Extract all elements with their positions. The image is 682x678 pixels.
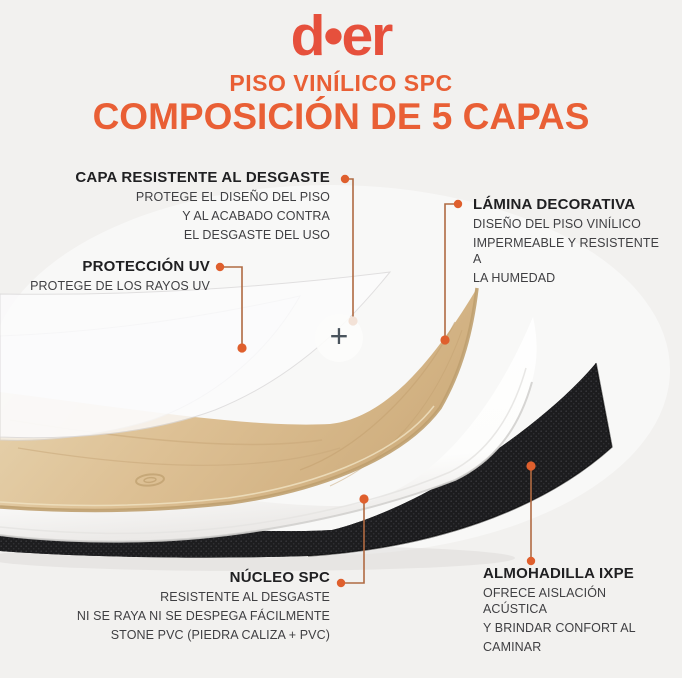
connector-endpoint-dot [359,494,369,504]
connector-capa-resistente [340,174,358,326]
label-proteccion-uv-heading: PROTECCIÓN UV [82,258,210,275]
connector-endpoint-dot [526,461,536,471]
connector-endpoint-dot [348,316,358,326]
ixpe-pad-layer [0,362,613,558]
label-capa-resistente-line: Y AL ACABADO CONTRA [182,209,330,223]
plus-symbol: + [330,318,349,354]
connector-dot [215,262,225,272]
label-almohadilla-ixpe-line: Y BRINDAR CONFORT AL [483,621,636,635]
label-capa-resistente: CAPA RESISTENTE AL DESGASTE PROTEGE EL D… [30,170,330,243]
connector-nucleo-spc [336,494,369,588]
label-nucleo-spc-line: NI SE RAYA NI SE DESPEGA FÁCILMENTE [76,609,330,623]
connector-endpoint-dot [237,343,247,353]
label-almohadilla-ixpe: ALMOHADILLA IXPE OFRECE AISLACIÓN ACÚSTI… [483,566,668,655]
label-nucleo-spc-heading: NÚCLEO SPC [229,569,330,586]
label-proteccion-uv: PROTECCIÓN UV PROTEGE DE LOS RAYOS UV [0,259,210,294]
label-proteccion-uv-line: PROTEGE DE LOS RAYOS UV [30,279,210,293]
label-capa-resistente-line: EL DESGASTE DEL USO [183,228,330,242]
label-almohadilla-ixpe-heading: ALMOHADILLA IXPE [483,565,634,582]
label-lamina-decorativa-heading: LÁMINA DECORATIVA [473,196,636,213]
label-nucleo-spc: NÚCLEO SPC RESISTENTE AL DESGASTE NI SE … [30,570,330,643]
wear-layer [0,271,392,439]
page-title: COMPOSICIÓN DE 5 CAPAS [92,96,590,137]
decorative-wood-layer [0,287,479,513]
label-lamina-decorativa-line: IMPERMEABLE Y RESISTENTE A [473,236,660,266]
label-lamina-decorativa-line: DISEÑO DEL PISO VINÍLICO [473,217,641,231]
connector-dot [340,174,350,184]
label-capa-resistente-heading: CAPA RESISTENTE AL DESGASTE [75,169,330,186]
plus-marker: + [315,314,363,362]
label-almohadilla-ixpe-line: OFRECE AISLACIÓN ACÚSTICA [483,586,607,616]
connector-dot [526,556,536,566]
label-lamina-decorativa-line: LA HUMEDAD [473,271,556,285]
label-nucleo-spc-line: STONE PVC (PIEDRA CALIZA + PVC) [110,628,330,642]
label-nucleo-spc-line: RESISTENTE AL DESGASTE [160,590,330,604]
connector-proteccion-uv [215,262,247,353]
page-subtitle: PISO VINÍLICO SPC [229,70,453,96]
connector-dot [336,578,346,588]
connector-lamina-decorativa [440,199,463,345]
label-lamina-decorativa: LÁMINA DECORATIVA DISEÑO DEL PISO VINÍLI… [473,197,668,286]
label-almohadilla-ixpe-line: CAMINAR [483,640,542,654]
connector-almohadilla-ixpe [526,461,536,566]
connector-dot [453,199,463,209]
connector-endpoint-dot [440,335,450,345]
label-capa-resistente-line: PROTEGE EL DISEÑO DEL PISO [135,190,330,204]
brand-logo: d•er [290,4,394,68]
